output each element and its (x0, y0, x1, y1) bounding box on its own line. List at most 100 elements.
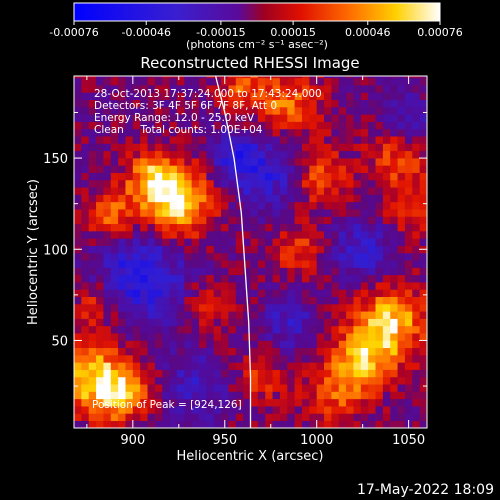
heatmap-cell (228, 128, 237, 137)
heatmap-cell (228, 267, 237, 276)
heatmap-cell (206, 384, 215, 392)
heatmap-cell (103, 136, 112, 144)
heatmap-cell (235, 150, 244, 159)
heatmap-cell (287, 282, 295, 290)
heatmap-cell (382, 209, 391, 217)
heatmap-cell (147, 391, 156, 400)
heatmap-cell (301, 282, 310, 290)
heatmap-cell (96, 77, 104, 86)
heatmap-cell (118, 92, 126, 101)
heatmap-cell (213, 143, 222, 152)
heatmap-cell (74, 282, 82, 290)
heatmap-cell (419, 311, 427, 319)
heatmap-cell (390, 85, 398, 93)
heatmap-cell (110, 260, 119, 268)
heatmap-cell (301, 216, 310, 225)
heatmap-cell (250, 369, 259, 378)
heatmap-cell (110, 194, 119, 203)
heatmap-cell (412, 413, 420, 422)
heatmap-cell (390, 362, 398, 370)
heatmap-cell (279, 282, 288, 290)
heatmap-cell (221, 406, 229, 414)
heatmap-cell (199, 128, 207, 137)
heatmap-cell (199, 420, 207, 428)
heatmap-cell (125, 376, 134, 385)
heatmap-cell (375, 340, 384, 349)
heatmap-cell (324, 238, 332, 246)
heatmap-cell (272, 223, 281, 232)
heatmap-cell (346, 333, 354, 341)
heatmap-cell (250, 231, 259, 239)
heatmap-cell (382, 318, 391, 327)
heatmap-cell (346, 318, 354, 327)
heatmap-cell (397, 128, 406, 137)
heatmap-cell (397, 413, 406, 422)
heatmap-cell (257, 362, 266, 370)
heatmap-cell (375, 216, 384, 225)
heatmap-cell (419, 384, 427, 392)
heatmap-cell (74, 187, 82, 195)
heatmap-cell (206, 201, 215, 210)
heatmap-cell (140, 201, 148, 210)
x-tick-label: 950 (212, 433, 237, 448)
heatmap-cell (412, 245, 420, 254)
heatmap-cell (213, 245, 222, 254)
heatmap-cell (346, 136, 354, 144)
heatmap-cell (154, 238, 163, 246)
heatmap-cell (96, 384, 104, 392)
heatmap-cell (309, 296, 317, 305)
heatmap-cell (110, 347, 119, 356)
heatmap-cell (213, 128, 222, 137)
heatmap-cell (176, 260, 185, 268)
heatmap-cell (125, 267, 134, 276)
heatmap-cell (169, 303, 178, 312)
heatmap-cell (191, 391, 200, 400)
heatmap-cell (235, 333, 244, 341)
heatmap-cell (206, 340, 215, 349)
heatmap-cell (375, 187, 384, 195)
heatmap-cell (382, 76, 391, 79)
heatmap-cell (404, 318, 413, 327)
heatmap-cell (235, 252, 244, 261)
heatmap-cell (74, 274, 82, 283)
heatmap-cell (74, 121, 82, 130)
heatmap-cell (250, 384, 259, 392)
heatmap-cell (221, 296, 229, 305)
heatmap-cell (397, 333, 406, 341)
heatmap-cell (257, 274, 266, 283)
heatmap-cell (243, 420, 251, 428)
heatmap-cell (272, 318, 281, 327)
heatmap-cell (147, 150, 156, 159)
heatmap-cell (154, 223, 163, 232)
heatmap-cell (199, 391, 207, 400)
heatmap-cell (147, 333, 156, 341)
heatmap-cell (279, 136, 288, 144)
heatmap-cell (169, 391, 178, 400)
heatmap-cell (221, 231, 229, 239)
heatmap-cell (294, 121, 303, 130)
heatmap-cell (272, 369, 281, 378)
heatmap-cell (154, 347, 163, 356)
heatmap-cell (110, 85, 119, 93)
heatmap-cell (397, 238, 406, 246)
heatmap-cell (147, 107, 156, 115)
heatmap-cell (74, 406, 82, 414)
heatmap-cell (346, 355, 354, 363)
heatmap-cell (309, 194, 317, 203)
heatmap-cell (331, 398, 340, 407)
heatmap-cell (74, 333, 82, 341)
heatmap-cell (324, 85, 332, 93)
heatmap-cell (265, 99, 273, 108)
heatmap-cell (176, 391, 185, 400)
heatmap-cell (397, 260, 406, 268)
heatmap-cell (360, 85, 369, 93)
heatmap-cell (140, 384, 148, 392)
heatmap-cell (309, 165, 317, 173)
heatmap-cell (81, 209, 89, 217)
heatmap-cell (346, 107, 354, 115)
heatmap-cell (404, 325, 413, 334)
y-tick-label: 50 (51, 334, 68, 349)
heatmap-cell (397, 376, 406, 385)
